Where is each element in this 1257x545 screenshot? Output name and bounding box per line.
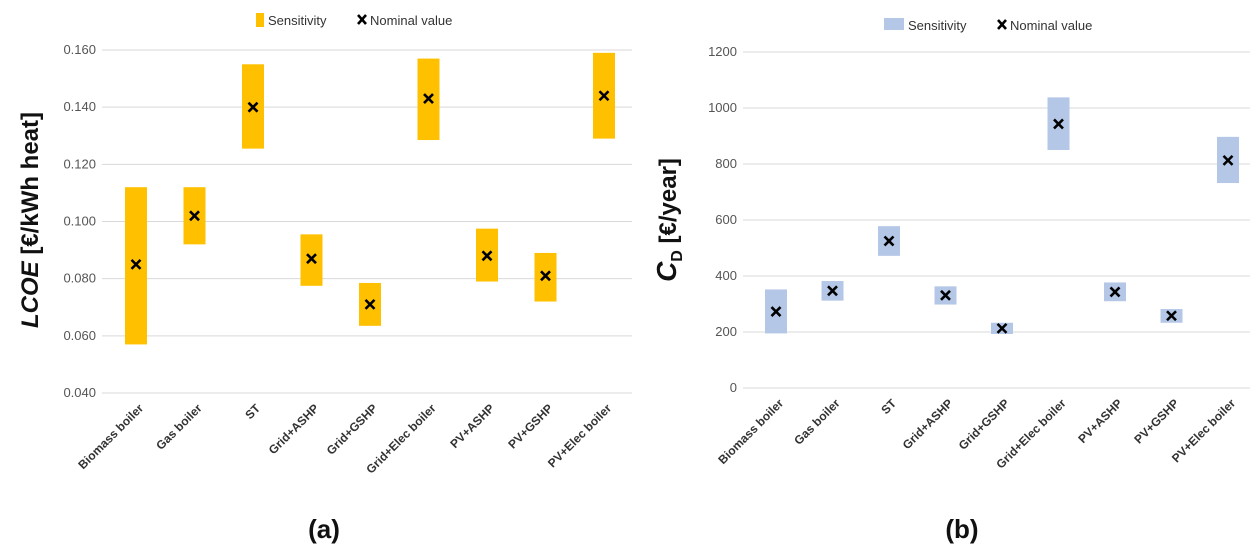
legend-a: Sensitivity Nominal value (256, 13, 452, 28)
y-ticks-b: 0 200 400 600 800 1000 1200 (708, 44, 737, 395)
chart-panel-b: 0 200 400 600 800 1000 1200 Biomass boiler Gas … (651, 18, 1250, 544)
panel-label-a: (a) (308, 514, 340, 544)
nominal-marker (770, 306, 782, 317)
panel-label-b: (b) (945, 514, 978, 544)
y-axis-label-unit-a: [€/kWh heat] (17, 112, 44, 261)
y-tick-label: 1000 (708, 100, 737, 115)
y-tick-label: 0 (730, 380, 737, 395)
x-tick-label: Biomass boiler (75, 401, 146, 472)
y-tick-label: 0.160 (63, 42, 96, 57)
x-tick-label: Grid+ASHP (266, 401, 322, 457)
nominal-marker (423, 93, 434, 105)
x-tick-label: ST (878, 396, 899, 417)
legend-label-nominal-a: Nominal value (370, 13, 452, 28)
legend-swatch-sensitivity-a (256, 13, 264, 27)
x-tick-label: PV+GSHP (505, 401, 555, 451)
y-tick-label: 0.120 (63, 156, 96, 171)
nominal-marker (481, 250, 493, 262)
x-tick-labels-b: Biomass boiler Gas boiler ST Grid+ASHP Grid+… (715, 396, 1238, 472)
y-tick-label: 1200 (708, 44, 737, 59)
y-tick-label: 600 (715, 212, 737, 227)
x-tick-label: PV+ASHP (1075, 396, 1125, 446)
x-tick-label: Grid+ASHP (900, 396, 956, 452)
nominal-markers-b (770, 118, 1234, 334)
nominal-marker (364, 298, 376, 310)
x-tick-label: PV+Elec boiler (545, 401, 614, 470)
x-tick-label: PV+GSHP (1131, 396, 1181, 446)
sensitivity-bars-a (125, 52, 615, 345)
legend-label-sensitivity-b: Sensitivity (908, 18, 967, 33)
nominal-marker (827, 285, 838, 297)
y-axis-label-a: LCOE [€/kWh heat] (17, 112, 44, 328)
nominal-marker (996, 322, 1008, 334)
y-tick-label: 0.060 (63, 328, 96, 343)
nominal-marker (130, 258, 142, 270)
chart-panel-a: 0.040 0.060 0.080 0.100 0.120 0.140 0.160 Biom… (17, 13, 632, 544)
nominal-marker (598, 90, 610, 102)
y-axis-label-sub-b: D (669, 250, 686, 262)
nominal-marker (306, 253, 317, 265)
x-tick-label: Biomass boiler (715, 396, 786, 467)
nominal-marker (940, 289, 951, 301)
legend-x-icon-b (997, 19, 1007, 30)
y-tick-label: 0.080 (63, 271, 96, 286)
sensitivity-bars-b (765, 97, 1239, 334)
nominal-marker (883, 235, 895, 247)
nominal-marker (189, 210, 200, 222)
x-tick-label: Gas boiler (791, 396, 843, 448)
legend-swatch-sensitivity-b (884, 18, 904, 30)
y-tick-label: 0.140 (63, 99, 96, 114)
y-tick-label: 0.100 (63, 214, 96, 229)
y-tick-label: 800 (715, 156, 737, 171)
legend-x-icon-a (357, 14, 367, 25)
nominal-marker (247, 101, 259, 113)
y-axis-label-unit-b: [€/year] (655, 158, 682, 250)
gridlines-b (743, 51, 1250, 389)
x-tick-label: PV+ASHP (447, 401, 497, 451)
y-tick-label: 0.040 (63, 385, 96, 400)
y-tick-label: 200 (715, 324, 737, 339)
legend-label-nominal-b: Nominal value (1010, 18, 1092, 33)
x-tick-labels-a: Biomass boiler Gas boiler ST Grid+ASHP Grid+… (75, 401, 614, 477)
legend-b: Sensitivity Nominal value (884, 18, 1092, 33)
gridlines-a (102, 49, 632, 394)
x-tick-label: Gas boiler (153, 401, 205, 453)
y-ticks-a: 0.040 0.060 0.080 0.100 0.120 0.140 0.160 (63, 42, 96, 400)
x-tick-label: Grid+GSHP (324, 401, 380, 457)
y-axis-label-main-a: LCOE (17, 260, 44, 328)
legend-label-sensitivity-a: Sensitivity (268, 13, 327, 28)
x-tick-label: ST (242, 401, 263, 422)
nominal-marker (1053, 118, 1064, 130)
y-axis-label-b: CD [€/year] (651, 158, 686, 282)
nominal-markers-a (130, 90, 610, 310)
y-tick-label: 400 (715, 268, 737, 283)
nominal-marker (1109, 286, 1121, 298)
x-tick-label: Grid+GSHP (956, 396, 1012, 452)
nominal-marker (1222, 154, 1234, 166)
nominal-marker (1166, 310, 1177, 322)
nominal-marker (540, 270, 551, 282)
y-axis-label-main-b: C (651, 261, 682, 282)
